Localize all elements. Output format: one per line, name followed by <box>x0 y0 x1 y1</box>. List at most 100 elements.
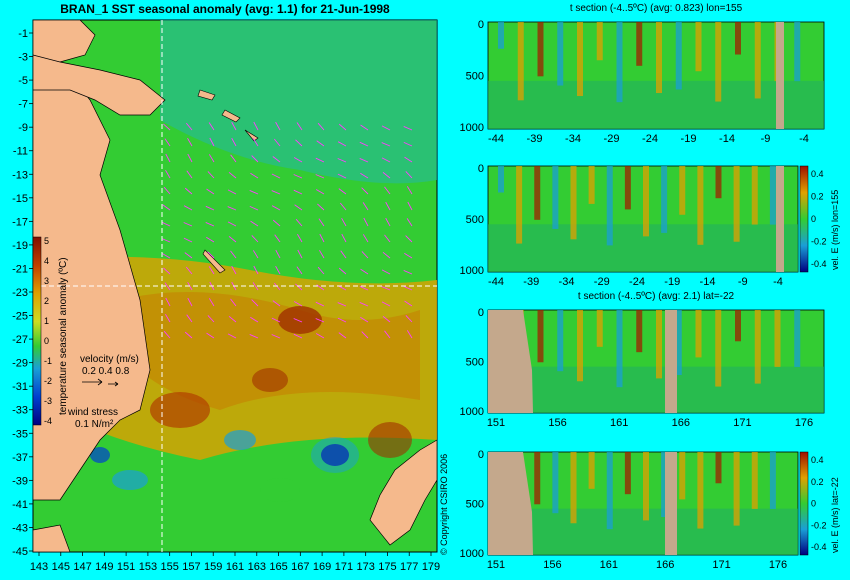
section-x-tick-label: 161 <box>610 417 628 429</box>
velocity-arrow <box>252 250 259 259</box>
velocity-arrow <box>184 187 193 195</box>
velocity-arrow <box>361 251 369 259</box>
velocity-arrow <box>338 267 347 275</box>
section-stripe <box>661 166 668 233</box>
section-gap <box>776 22 784 129</box>
velocity-arrow <box>162 204 171 211</box>
section-gap <box>665 452 677 555</box>
velocity-arrow <box>230 298 237 307</box>
velocity-arrow <box>272 300 281 307</box>
main-y-tick-label: -3 <box>18 52 28 64</box>
velocity-arrow <box>275 265 281 275</box>
section-stripe <box>715 310 722 387</box>
section-stripe <box>588 452 595 489</box>
velocity-arrow <box>337 317 347 323</box>
main-colorbar-label: temperature seasonal anomaly (ºC) <box>58 257 69 415</box>
section-x-tick-label: 176 <box>769 559 787 571</box>
main-x-tick-label: 149 <box>95 561 113 573</box>
section-stripe <box>679 166 686 215</box>
main-y-tick-label: -21 <box>12 263 28 275</box>
velocity-arrow <box>319 233 325 243</box>
velocity-arrow <box>381 125 391 131</box>
velocity-arrow <box>183 222 193 227</box>
main-x-tick-label: 169 <box>313 561 331 573</box>
section-x-tick-label: -44 <box>488 276 504 288</box>
velocity-arrow <box>251 235 259 243</box>
velocity-arrow <box>252 282 259 291</box>
velocity-arrow <box>381 269 391 275</box>
velocity-arrow <box>315 157 325 163</box>
section-x-tick-label: -39 <box>523 276 539 288</box>
velocity-arrow <box>406 218 413 227</box>
section-stripe <box>656 310 662 379</box>
velocity-arrow <box>251 155 259 163</box>
new-zealand-landmass <box>369 439 438 546</box>
velocity-arrow <box>385 201 391 211</box>
velocity-arrow <box>338 123 347 131</box>
velocity-arrow <box>227 189 237 195</box>
main-colorbar-tick-label: 1 <box>44 316 49 326</box>
section-panels: t section (-4..5ºC) (avg: 0.823) lon=155… <box>460 3 840 571</box>
section-panel: t section (-4..5ºC) (avg: 0.823) lon=155… <box>460 3 825 145</box>
velocity-arrow <box>275 121 281 131</box>
velocity-arrow <box>295 218 303 227</box>
section-stripe <box>596 22 603 61</box>
velocity-arrow <box>296 266 303 275</box>
velocity-arrow <box>250 316 259 323</box>
velocity-arrow <box>206 188 215 195</box>
velocity-arrow <box>403 269 413 275</box>
section-y-tick-label: 1000 <box>460 548 484 560</box>
main-y-tick-label: -11 <box>13 146 28 158</box>
velocity-arrow <box>405 235 413 243</box>
main-x-tick-label: 145 <box>52 561 70 573</box>
main-x-tick-label: 179 <box>422 561 440 573</box>
velocity-arrow <box>165 169 171 179</box>
velocity-arrow <box>404 300 413 307</box>
velocity-arrow <box>361 187 369 195</box>
main-map-x-ticks: 143 145 147 149 151 153 155 157 159 161 163 165 167 1… <box>30 552 440 573</box>
section-stripe <box>675 22 682 90</box>
section-stripe <box>794 22 801 82</box>
velocity-arrow <box>187 153 193 163</box>
main-x-tick-label: 143 <box>30 561 48 573</box>
main-y-tick-label: -37 <box>12 452 28 464</box>
velocity-arrow <box>293 301 303 307</box>
velocity-arrow <box>315 333 325 339</box>
section-stripe <box>769 166 776 225</box>
section-stripe <box>606 452 613 530</box>
main-x-tick-label: 167 <box>291 561 309 573</box>
velocity-arrow <box>404 252 413 259</box>
velocity-arrow <box>384 186 391 195</box>
section-x-tick-label: 171 <box>712 559 730 571</box>
section-colorbar-label: vel. E (m/s) lon=155 <box>830 190 840 270</box>
copyright-text: © Copyright CSIRO 2006 <box>439 454 449 555</box>
section-stripe <box>616 310 623 388</box>
velocity-arrow <box>185 266 193 275</box>
velocity-arrow <box>207 315 215 323</box>
velocity-arrow <box>271 317 281 323</box>
velocity-arrow <box>296 122 303 131</box>
section-x-tick-label: -24 <box>642 133 658 145</box>
velocity-arrow <box>337 173 347 179</box>
section-x-tick-label: 156 <box>543 559 561 571</box>
velocity-arrow <box>359 301 369 307</box>
main-colorbar-tick-label: 4 <box>44 256 49 266</box>
section-stripe <box>498 166 504 193</box>
velocity-arrow <box>230 250 237 259</box>
png-landmass <box>32 54 166 116</box>
main-y-tick-label: -15 <box>12 193 28 205</box>
velocity-arrow <box>271 334 281 339</box>
section-stripe <box>616 22 623 103</box>
main-colorbar-tick-label: 2 <box>44 296 49 306</box>
section-stripe <box>735 310 741 342</box>
main-x-tick-label: 157 <box>182 561 200 573</box>
velocity-arrow <box>205 221 215 227</box>
velocity-arrow <box>404 156 413 163</box>
section-stripe <box>557 22 564 86</box>
section-stripe <box>534 452 541 505</box>
section-panel-title: t section (-4..5ºC) (avg: 0.823) lon=155 <box>570 3 743 14</box>
velocity-arrow <box>360 172 369 179</box>
section-stripe <box>643 452 649 521</box>
section-stripe <box>624 166 631 210</box>
